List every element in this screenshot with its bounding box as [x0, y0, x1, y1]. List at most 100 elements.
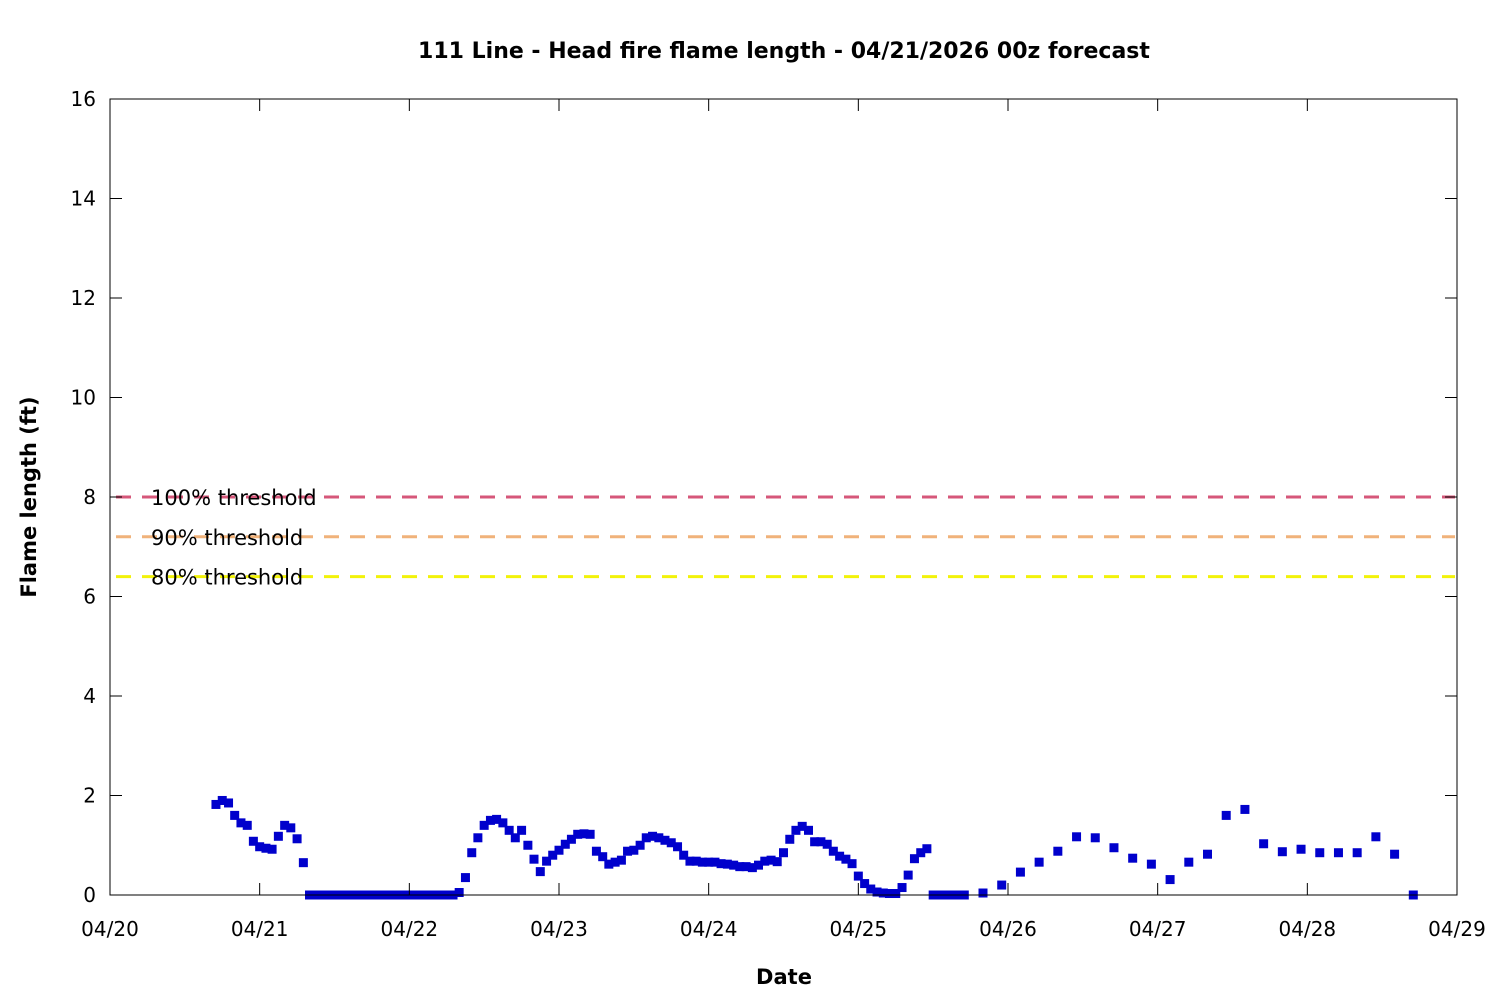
- data-point: [797, 821, 807, 831]
- data-point: [866, 884, 876, 894]
- data-point: [897, 883, 907, 893]
- y-tick-label: 16: [71, 87, 96, 111]
- data-point: [828, 846, 838, 856]
- data-point: [1221, 810, 1231, 820]
- data-point: [635, 840, 645, 850]
- y-tick-label: 12: [71, 286, 96, 310]
- data-point: [554, 845, 564, 855]
- data-point: [529, 854, 539, 864]
- data-point: [978, 888, 988, 898]
- data-point: [1390, 849, 1400, 859]
- data-point: [909, 854, 919, 864]
- data-point: [803, 825, 813, 835]
- data-point: [760, 856, 770, 866]
- data-point: [1146, 859, 1156, 869]
- data-point: [535, 867, 545, 877]
- data-points: [211, 795, 1418, 900]
- data-point: [654, 833, 664, 843]
- data-point: [891, 889, 901, 899]
- x-tick-label: 04/28: [1279, 917, 1337, 941]
- data-point: [498, 818, 508, 828]
- data-point: [548, 850, 558, 860]
- y-tick-label: 6: [83, 585, 96, 609]
- data-point: [492, 814, 502, 824]
- data-point: [610, 857, 620, 867]
- data-point: [1109, 843, 1119, 853]
- data-point: [772, 857, 782, 867]
- data-point: [666, 838, 676, 848]
- data-point: [267, 844, 277, 854]
- data-point: [741, 862, 751, 872]
- data-point: [454, 888, 464, 898]
- data-point: [292, 834, 302, 844]
- data-point: [298, 858, 308, 868]
- y-tick-label: 10: [71, 386, 96, 410]
- data-point: [1259, 839, 1269, 849]
- data-point: [997, 880, 1007, 890]
- data-point: [766, 855, 776, 865]
- data-point: [211, 799, 221, 809]
- x-tick-label: 04/21: [231, 917, 289, 941]
- data-point: [467, 848, 477, 858]
- data-point: [1296, 844, 1306, 854]
- data-point: [573, 829, 583, 839]
- y-axis-label: Flame length (ft): [17, 396, 41, 597]
- x-tick-label: 04/20: [81, 917, 139, 941]
- data-point: [722, 859, 732, 869]
- data-point: [286, 823, 296, 833]
- data-point: [673, 842, 683, 852]
- data-point: [248, 836, 258, 846]
- data-point: [560, 839, 570, 849]
- data-point: [685, 856, 695, 866]
- data-point: [616, 855, 626, 865]
- y-tick-label: 4: [83, 684, 96, 708]
- data-point: [916, 848, 926, 858]
- x-tick-label: 04/24: [680, 917, 738, 941]
- threshold-label: 80% threshold: [151, 566, 303, 590]
- data-point: [1277, 847, 1287, 857]
- data-point: [779, 848, 788, 858]
- data-point: [697, 857, 707, 867]
- data-point: [747, 863, 757, 873]
- y-tick-label: 2: [83, 784, 96, 808]
- threshold-labels: 100% threshold 90% threshold 80% threshold: [151, 486, 317, 590]
- data-point: [922, 844, 932, 854]
- data-point: [280, 820, 290, 830]
- data-point: [1034, 857, 1044, 867]
- data-point: [566, 834, 576, 844]
- data-point: [591, 846, 601, 856]
- data-point: [691, 856, 701, 866]
- data-point: [629, 845, 639, 855]
- data-point: [585, 829, 595, 839]
- data-point: [791, 825, 801, 835]
- data-point: [835, 851, 845, 861]
- data-point: [1128, 853, 1138, 863]
- data-point: [579, 829, 589, 839]
- data-point: [230, 810, 240, 820]
- data-point: [273, 831, 283, 841]
- data-point: [884, 889, 894, 899]
- data-point: [679, 850, 689, 860]
- data-point: [1184, 857, 1194, 867]
- data-point: [716, 859, 726, 869]
- data-point: [878, 888, 888, 898]
- x-tick-label: 04/23: [530, 917, 588, 941]
- x-tick-label: 04/27: [1129, 917, 1187, 941]
- data-point: [1333, 848, 1343, 858]
- data-point: [1203, 849, 1213, 859]
- threshold-label: 90% threshold: [151, 526, 303, 550]
- data-point: [485, 815, 495, 825]
- data-point: [735, 862, 745, 872]
- y-axis: 0 2 4 6 8 10 12 14 16: [71, 87, 1457, 907]
- x-axis: 04/20 04/21 04/22 04/23 04/24 04/25 04/26 04/27…: [81, 99, 1486, 941]
- data-point: [810, 837, 820, 847]
- data-point: [542, 856, 552, 866]
- x-tick-label: 04/26: [979, 917, 1037, 941]
- data-point: [841, 854, 851, 864]
- data-point: [224, 798, 234, 808]
- x-axis-label: Date: [756, 965, 812, 989]
- data-point: [816, 837, 826, 847]
- data-point: [754, 860, 764, 870]
- data-point: [623, 846, 633, 856]
